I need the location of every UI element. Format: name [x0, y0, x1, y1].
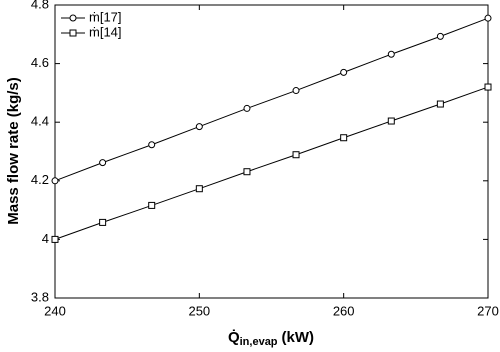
marker	[387, 117, 395, 125]
x-label-unit: (kW)	[282, 329, 315, 346]
marker	[292, 87, 300, 95]
y-tick-label: 4.2	[31, 172, 49, 187]
marker	[436, 32, 444, 40]
x-label-sub: in,evap	[240, 336, 278, 348]
marker	[436, 100, 444, 108]
series-line	[54, 86, 489, 240]
marker	[484, 14, 492, 22]
x-tick-label: 270	[477, 303, 499, 318]
marker	[484, 83, 492, 91]
y-tick-label: 4.4	[31, 114, 49, 129]
plot-frame	[54, 4, 489, 299]
marker	[148, 141, 156, 149]
x-label-main: Q̇	[228, 329, 240, 346]
y-axis-label: Mass flow rate (kg/s)	[5, 77, 22, 225]
marker	[292, 151, 300, 159]
x-tick-label: 240	[44, 303, 66, 318]
marker	[69, 14, 77, 22]
marker	[51, 235, 59, 243]
legend-label: ṁ[14]	[89, 24, 122, 39]
marker	[340, 68, 348, 76]
series-line	[54, 17, 489, 182]
y-tick-label: 4.6	[31, 55, 49, 70]
marker	[387, 50, 395, 58]
y-tick-label: 4	[42, 231, 49, 246]
marker	[99, 159, 107, 167]
marker	[195, 185, 203, 193]
x-axis-label: Q̇in,evap (kW)	[228, 329, 314, 348]
y-tick-label: 4.8	[31, 0, 49, 11]
x-tick-label: 260	[333, 303, 355, 318]
marker	[243, 104, 251, 112]
marker	[340, 134, 348, 142]
y-tick-label: 3.8	[31, 289, 49, 304]
marker	[243, 168, 251, 176]
marker	[51, 177, 59, 185]
x-tick-label: 250	[188, 303, 210, 318]
marker	[195, 123, 203, 131]
marker	[69, 29, 77, 37]
legend-label: ṁ[17]	[89, 9, 122, 24]
marker	[99, 218, 107, 226]
marker	[148, 201, 156, 209]
